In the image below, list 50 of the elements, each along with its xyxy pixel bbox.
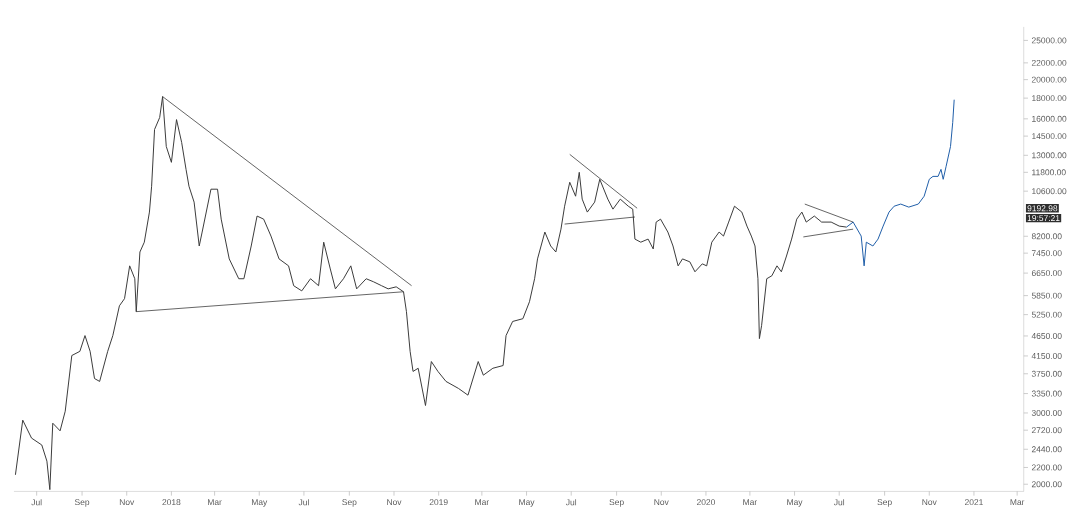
x-tick-label: Nov (654, 498, 669, 505)
y-tick-label: 18000.00 (1032, 94, 1067, 101)
x-tick-label: May (787, 498, 803, 507)
x-tick-label: Jul (833, 498, 845, 506)
y-tick-label: 3350.00 (1031, 390, 1062, 397)
y-tick-label: 2000.00 (1031, 481, 1062, 488)
x-tick-label: Jul (298, 498, 309, 506)
x-tick-label: Jul (565, 498, 577, 506)
text: 19:57:21 (1027, 214, 1060, 221)
y-tick-label: 3000.00 (1031, 409, 1062, 416)
y-tick-label: 20000.00 (1031, 76, 1067, 83)
x-tick-label: Sep (877, 498, 892, 507)
x-tick-label: 2021 (964, 498, 983, 505)
y-tick-label: 4650.00 (1031, 332, 1062, 339)
x-tick-label: May (251, 498, 268, 507)
y-tick-label: 2720.00 (1031, 427, 1062, 433)
x-tick-label: 2019 (429, 498, 448, 505)
line-series (14, 95, 848, 490)
y-tick-label: 13000.00 (1032, 152, 1067, 159)
x-tick-label: Nov (922, 498, 937, 505)
x-tick-label: Sep (74, 498, 90, 507)
y-tick-label: 2440.00 (1031, 446, 1062, 453)
x-tick-label: Mar (1010, 498, 1025, 505)
x-tick-label: Jul (31, 498, 42, 506)
x-tick-label: Sep (342, 498, 357, 507)
x-tick-label: Sep (609, 498, 624, 507)
y-tick-label: 11800.00 (1032, 169, 1066, 176)
x-tick-label: Mar (743, 498, 757, 505)
y-tick-label: 4150.00 (1031, 352, 1062, 359)
y-tick-label: 14500.00 (1032, 132, 1067, 139)
x-tick-label: May (519, 498, 535, 507)
y-tick-label: 7450.00 (1031, 250, 1062, 256)
y-tick-label: 6650.00 (1031, 269, 1062, 276)
y-tick-label: 8200.00 (1031, 233, 1062, 240)
y-tick-label: 5250.00 (1031, 311, 1062, 318)
line-series (846, 99, 955, 267)
y-tick-label: 25000.00 (1031, 37, 1067, 44)
y-tick-label: 3750.00 (1031, 370, 1062, 377)
y-tick-label: 16000.00 (1032, 115, 1067, 122)
x-tick-label: Mar (208, 498, 222, 505)
x-tick-label: 2018 (162, 498, 181, 505)
x-tick-label: Mar (475, 498, 489, 505)
y-tick-label: 10600.00 (1032, 188, 1067, 194)
x-tick-label: Nov (387, 498, 402, 505)
y-tick-label: 5850.00 (1031, 292, 1062, 299)
x-tick-label: Nov (119, 498, 135, 505)
x-tick-label: 2020 (696, 498, 715, 505)
text: 9192.98 (1027, 205, 1058, 212)
y-tick-label: 22000.00 (1031, 59, 1067, 66)
y-tick-label: 2200.00 (1031, 464, 1062, 471)
